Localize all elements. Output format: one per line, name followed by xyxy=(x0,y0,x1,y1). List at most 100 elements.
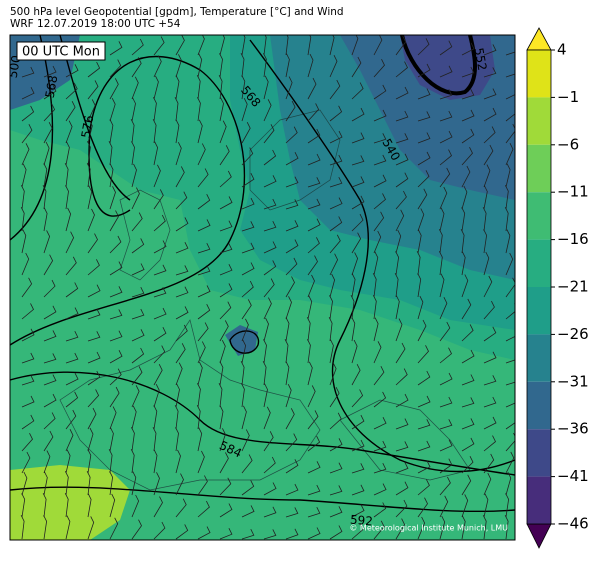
wind-barb xyxy=(175,324,188,342)
wind-barb xyxy=(439,515,446,540)
wind-barb xyxy=(373,211,385,232)
wind-barb xyxy=(87,449,92,474)
wind-barb xyxy=(87,308,101,320)
wind-barb xyxy=(351,389,364,408)
wind-barb xyxy=(351,364,361,386)
map: 500 568 576 568 540 552 584 592 xyxy=(10,35,515,540)
wind-barb xyxy=(285,361,290,386)
colorbar-band xyxy=(527,97,551,145)
wind-barb xyxy=(219,503,233,518)
wind-barb xyxy=(241,262,255,276)
wind-barb xyxy=(21,105,35,122)
wind-barb xyxy=(307,527,321,540)
wind-barb xyxy=(483,185,488,210)
wind-barb xyxy=(152,119,157,144)
wind-barb xyxy=(373,35,383,56)
wind-barb xyxy=(263,339,267,364)
wind-barb xyxy=(241,299,252,320)
wind-barb xyxy=(21,143,30,166)
wind-barb xyxy=(505,45,515,56)
wind-barb xyxy=(373,366,385,386)
wind-barb xyxy=(219,170,232,188)
wind-barb xyxy=(219,35,225,56)
wind-barb xyxy=(263,175,277,188)
wind-barb xyxy=(372,273,377,298)
wind-barb xyxy=(131,57,142,78)
wind-barb xyxy=(417,63,431,78)
wind-barb xyxy=(43,254,54,276)
wind-barb xyxy=(329,154,343,166)
wind-barb xyxy=(460,229,465,254)
wind-barb xyxy=(285,296,292,320)
wind-barb xyxy=(153,364,163,386)
time-box xyxy=(16,41,106,61)
wind-barb xyxy=(241,454,253,474)
wind-barb xyxy=(109,59,122,78)
wind-barb xyxy=(21,352,35,364)
wind-barb xyxy=(505,352,515,364)
wind-barb xyxy=(461,165,471,188)
wind-barb xyxy=(43,141,50,166)
wind-barb xyxy=(439,89,453,100)
wind-barb xyxy=(131,385,140,408)
wind-barb xyxy=(439,207,445,232)
wind-barb xyxy=(439,419,453,430)
wind-barb xyxy=(395,229,402,254)
colorbar-band xyxy=(527,429,551,477)
wind-barb xyxy=(329,438,343,452)
wind-barb xyxy=(351,504,365,518)
wind-barb xyxy=(285,257,298,276)
wind-barb xyxy=(351,176,365,188)
wind-barb xyxy=(395,86,409,100)
wind-barb xyxy=(197,427,203,452)
wind-barb xyxy=(461,274,469,298)
wind-barb xyxy=(64,471,69,496)
wind-barb xyxy=(43,412,56,430)
wind-barb xyxy=(65,429,74,452)
wind-barb xyxy=(219,283,233,298)
wind-barb xyxy=(131,76,139,100)
wind-barb xyxy=(20,207,25,232)
wind-barb xyxy=(395,518,406,540)
wind-barb xyxy=(64,163,69,188)
wind-barb xyxy=(241,122,251,144)
wind-barb xyxy=(351,484,365,496)
wind-barb xyxy=(219,428,226,452)
wind-barb xyxy=(175,166,185,188)
colorbar-band xyxy=(527,192,551,240)
wind-barb xyxy=(263,124,275,144)
wind-barb xyxy=(395,172,409,188)
wind-barb xyxy=(461,456,474,474)
wind-barb xyxy=(21,414,35,430)
wind-barb xyxy=(505,451,515,474)
wind-barb xyxy=(417,370,431,386)
wind-barb xyxy=(307,295,313,320)
wind-barb xyxy=(109,41,123,56)
wind-barb xyxy=(417,440,431,452)
wind-barb xyxy=(109,261,123,276)
wind-barb xyxy=(395,441,409,452)
contour xyxy=(10,55,246,346)
colorbar-tick-label: −21 xyxy=(557,278,589,296)
colorbar-tick-label: −16 xyxy=(557,230,589,248)
title: 500 hPa level Geopotential [gpdm], Tempe… xyxy=(10,6,344,18)
wind-barb xyxy=(439,458,453,474)
wind-barb xyxy=(439,321,451,342)
wind-barb xyxy=(483,416,497,430)
wind-barb xyxy=(174,405,179,430)
wind-barb xyxy=(373,133,387,144)
credit: © Meteorological Institute Munich, LMU xyxy=(349,524,508,533)
wind-barb xyxy=(307,461,321,474)
contour-label: 576 xyxy=(79,114,97,139)
wind-barb xyxy=(43,65,57,78)
wind-barb xyxy=(438,229,443,254)
wind-barb xyxy=(329,362,337,386)
wind-barb xyxy=(461,397,475,408)
wind-barb xyxy=(307,53,314,78)
wind-barb xyxy=(439,186,448,210)
wind-barb xyxy=(395,318,403,342)
wind-barb xyxy=(328,317,333,342)
wind-barb xyxy=(461,418,475,430)
wind-barb xyxy=(109,517,119,540)
temp-field xyxy=(10,465,130,540)
